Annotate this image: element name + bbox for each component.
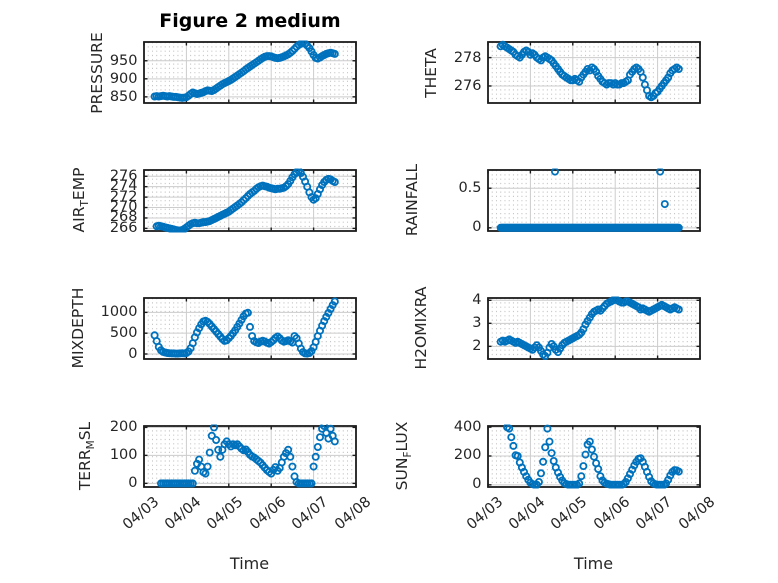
x-tick-label: 04/08 [675, 493, 718, 533]
y-tick-label: 0 [128, 474, 138, 491]
axes-box [486, 41, 701, 104]
y-tick-label: 950 [109, 52, 138, 69]
y-tick-label: 0 [472, 219, 482, 236]
y-tick-label: 850 [109, 88, 138, 105]
terr-msl-plot-area [142, 424, 357, 488]
y-tick-label: 100 [109, 446, 138, 463]
data-markers [156, 424, 339, 487]
sun-flux-plot-area [486, 424, 701, 488]
y-tick-label: 500 [109, 324, 138, 341]
x-tick-label: 04/03 [119, 493, 162, 533]
data-markers [152, 168, 339, 232]
y-tick-label: 268 [109, 209, 138, 226]
ylabel-rainfall: RAINFALL [403, 163, 421, 237]
figure-title: Figure 2 medium [159, 10, 341, 32]
y-tick-label: 274 [109, 178, 138, 195]
x-tick-label: 04/07 [289, 493, 332, 533]
y-tick-label: 900 [109, 70, 138, 87]
data-markers [496, 40, 683, 102]
axes-box [142, 296, 357, 360]
axes-box [486, 296, 701, 360]
y-tick-label: 272 [109, 188, 138, 205]
theta-plot-area [486, 40, 701, 104]
data-markers [150, 40, 339, 102]
y-tick-label: 0 [128, 345, 138, 362]
axes-box [142, 41, 357, 104]
ylabel-sun-flux: SUNFLUX [393, 421, 414, 491]
data-markers [496, 296, 683, 360]
minor-grid [147, 425, 352, 487]
data-markers [496, 168, 683, 232]
tick-marks [486, 297, 701, 359]
rainfall-plot-area [486, 168, 701, 232]
tick-marks [486, 42, 701, 103]
y-tick-label: 0 [472, 476, 482, 493]
pressure-plot-area [142, 40, 357, 104]
air-temp-plot-area [142, 168, 357, 232]
y-tick-label: 200 [453, 447, 482, 464]
y-tick-label: 266 [109, 219, 138, 236]
y-tick-label: 276 [453, 77, 482, 94]
y-tick-label: 276 [109, 167, 138, 184]
tick-marks [142, 169, 357, 231]
y-tick-label: 270 [109, 199, 138, 216]
y-tick-label: 2 [472, 337, 482, 354]
y-tick-label: 278 [453, 49, 482, 66]
y-tick-label: 0.5 [458, 179, 482, 196]
tick-marks [142, 297, 357, 359]
axes-box [142, 424, 357, 488]
y-tick-label: 400 [453, 418, 482, 435]
x-tick-label: 04/03 [463, 493, 506, 533]
y-tick-label: 200 [109, 418, 138, 435]
minor-grid [491, 297, 696, 359]
data-markers [502, 424, 683, 488]
y-tick-label: 1000 [100, 303, 138, 320]
xaxis-label-right: Time [573, 554, 614, 573]
mixdepth-plot-area [142, 296, 357, 360]
y-tick-label: 4 [472, 291, 482, 308]
h2omixra-plot-area [486, 296, 701, 360]
x-tick-label: 04/07 [633, 493, 676, 533]
xaxis-label-left: Time [229, 554, 270, 573]
data-markers [150, 297, 339, 358]
minor-grid [147, 169, 352, 231]
y-tick-label: 3 [472, 314, 482, 331]
x-tick-label: 04/08 [331, 493, 374, 533]
axes-box [142, 168, 357, 232]
